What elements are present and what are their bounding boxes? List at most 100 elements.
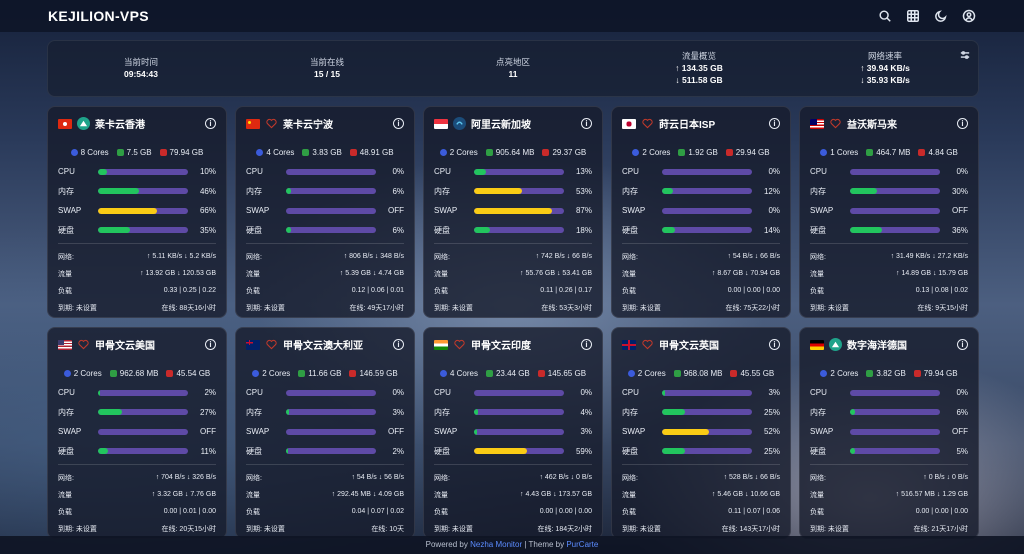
disk-bar — [474, 448, 564, 455]
overview-value: 09:54:43 — [123, 69, 159, 79]
load-row: 负载 0.12 | 0.06 | 0.01 — [246, 282, 404, 299]
memory-icon — [116, 148, 124, 156]
ram-spec: 464.7 MB — [866, 148, 910, 157]
server-specs: 2 Cores 968.08 MB 45.55 GB — [622, 365, 780, 381]
server-card[interactable]: 甲骨文云澳大利亚 i 2 Cores 11.66 GB 146.59 GB CPU 0% 内存… — [235, 327, 415, 539]
user-icon[interactable] — [962, 9, 976, 23]
swap-row: SWAP 66% — [58, 201, 216, 221]
expire-row: 到期: 未设置 在线: 20天15小时 — [58, 520, 216, 537]
heart-icon — [453, 338, 466, 351]
expire-row: 到期: 未设置 在线: 143天17小时 — [622, 520, 780, 537]
server-name[interactable]: 莳云日本ISP — [659, 120, 716, 131]
cpu-chip-icon — [256, 148, 264, 156]
server-header: 阿里云新加坡 — [434, 107, 592, 140]
network-label: 网络: — [246, 253, 262, 261]
disk-icon — [730, 369, 738, 377]
memory-icon — [866, 148, 874, 156]
info-icon[interactable]: i — [769, 339, 780, 350]
grid-icon[interactable] — [906, 9, 920, 23]
disk-row: 硬盘 2% — [246, 442, 404, 462]
server-name[interactable]: 甲骨文云澳大利亚 — [283, 341, 363, 352]
info-icon[interactable]: i — [393, 339, 404, 350]
server-specs: 2 Cores 11.66 GB 146.59 GB — [246, 365, 404, 381]
info-icon[interactable]: i — [393, 118, 404, 129]
heart-icon — [77, 338, 90, 351]
server-card[interactable]: 甲骨文云美国 i 2 Cores 962.68 MB 45.54 GB CPU 2% 内存 27… — [47, 327, 227, 539]
info-icon[interactable]: i — [957, 339, 968, 350]
settings-sliders-icon[interactable] — [960, 47, 970, 59]
footer-link-nezha[interactable]: Nezha Monitor — [470, 540, 523, 549]
brand-title[interactable]: KEJILION-VPS — [48, 8, 149, 24]
swap-label: SWAP — [434, 206, 458, 216]
footer-theme: | Theme by — [524, 540, 565, 549]
swap-value: OFF — [952, 206, 968, 216]
info-icon[interactable]: i — [581, 339, 592, 350]
server-name[interactable]: 甲骨文云印度 — [471, 341, 531, 352]
traffic-value: ↑ 14.89 GB ↓ 15.79 GB — [896, 270, 968, 277]
server-card[interactable]: 莱卡云宁波 i 4 Cores 3.83 GB 48.91 GB CPU 0% 内存 6% SWA… — [235, 106, 415, 318]
server-card[interactable]: 甲骨文云英国 i 2 Cores 968.08 MB 45.55 GB CPU 3% 内存 25… — [611, 327, 791, 539]
cpu-row: CPU 13% — [434, 162, 592, 182]
divider — [58, 243, 216, 244]
cores-value: 2 Cores — [637, 368, 666, 378]
cores-spec: 2 Cores — [439, 148, 478, 157]
cpu-row: CPU 0% — [246, 383, 404, 403]
server-metrics: CPU 0% 内存 3% SWAP OFF 硬盘 2% — [246, 383, 404, 461]
server-name[interactable]: 数字海洋德国 — [847, 341, 907, 352]
expire-value: 在线: 10天 — [371, 525, 404, 533]
server-card[interactable]: 甲骨文云印度 i 4 Cores 23.44 GB 145.65 GB CPU 0% 内存 4%… — [423, 327, 603, 539]
info-icon[interactable]: i — [957, 118, 968, 129]
swap-bar-fill — [662, 428, 709, 435]
cpu-row: CPU 10% — [58, 162, 216, 182]
expire-value: 在线: 20天15小时 — [161, 525, 216, 533]
server-name[interactable]: 益沃斯马来 — [847, 120, 897, 131]
footer: Powered by Nezha Monitor | Theme by PurC… — [0, 536, 1024, 554]
info-icon[interactable]: i — [581, 118, 592, 129]
server-card[interactable]: 益沃斯马来 i 1 Cores 464.7 MB 4.84 GB CPU 0% 内存 30% SW… — [799, 106, 979, 318]
memory-label: 内存 — [58, 186, 74, 196]
server-name[interactable]: 莱卡云宁波 — [283, 120, 333, 131]
traffic-label: 流量 — [622, 491, 636, 499]
disk-bar-fill — [850, 227, 883, 234]
server-name[interactable]: 甲骨文云英国 — [659, 341, 719, 352]
info-icon[interactable]: i — [769, 118, 780, 129]
info-icon[interactable]: i — [205, 118, 216, 129]
moon-icon[interactable] — [934, 9, 948, 23]
server-name[interactable]: 甲骨文云美国 — [95, 341, 155, 352]
disk-size-value: 45.55 GB — [740, 368, 775, 378]
disk-value: 2% — [392, 446, 404, 456]
server-name[interactable]: 阿里云新加坡 — [471, 120, 531, 131]
swap-label: SWAP — [246, 427, 270, 437]
server-card[interactable]: 阿里云新加坡 i 2 Cores 905.64 MB 29.37 GB CPU 13% 内存 5… — [423, 106, 603, 318]
disk-bar-fill — [286, 448, 288, 455]
server-metrics: CPU 13% 内存 53% SWAP 87% 硬盘 18% — [434, 162, 592, 240]
heart-icon — [641, 117, 654, 130]
server-card[interactable]: 莳云日本ISP i 2 Cores 1.92 GB 29.94 GB CPU 0% 内存 12%… — [611, 106, 791, 318]
country-flag-icon — [622, 118, 636, 129]
memory-row: 内存 25% — [622, 403, 780, 423]
memory-label: 内存 — [810, 186, 826, 196]
load-row: 负载 0.11 | 0.07 | 0.06 — [622, 503, 780, 520]
divider — [622, 464, 780, 465]
search-icon[interactable] — [878, 9, 892, 23]
disk-row: 硬盘 36% — [810, 221, 968, 241]
overview-panel: 当前时间 09:54:43 当前在线 15 / 15 点亮地区 11 流量概览 … — [47, 40, 979, 97]
server-card[interactable]: 数字海洋德国 i 2 Cores 3.82 GB 79.94 GB CPU 0% 内存 6% SW… — [799, 327, 979, 539]
load-row: 负载 0.04 | 0.07 | 0.02 — [246, 503, 404, 520]
info-icon[interactable]: i — [205, 339, 216, 350]
divider — [810, 464, 968, 465]
disk-bar — [662, 448, 752, 455]
memory-value: 4% — [580, 407, 592, 417]
server-card[interactable]: 莱卡云香港 i 8 Cores 7.5 GB 79.94 GB CPU 10% 内存 46% SW… — [47, 106, 227, 318]
load-label: 负载 — [434, 287, 448, 295]
traffic-value: ↑ 8.67 GB ↓ 70.94 GB — [711, 270, 780, 277]
expire-label: 到期: 未设置 — [434, 304, 473, 312]
server-name[interactable]: 莱卡云香港 — [95, 120, 145, 131]
footer-link-purcarte[interactable]: PurCarte — [566, 540, 599, 549]
memory-bar-fill — [850, 188, 877, 195]
cpu-chip-icon — [63, 369, 71, 377]
disk-row: 硬盘 59% — [434, 442, 592, 462]
divider — [434, 243, 592, 244]
load-value: 0.11 | 0.26 | 0.17 — [540, 287, 592, 294]
heart-icon — [265, 117, 278, 130]
